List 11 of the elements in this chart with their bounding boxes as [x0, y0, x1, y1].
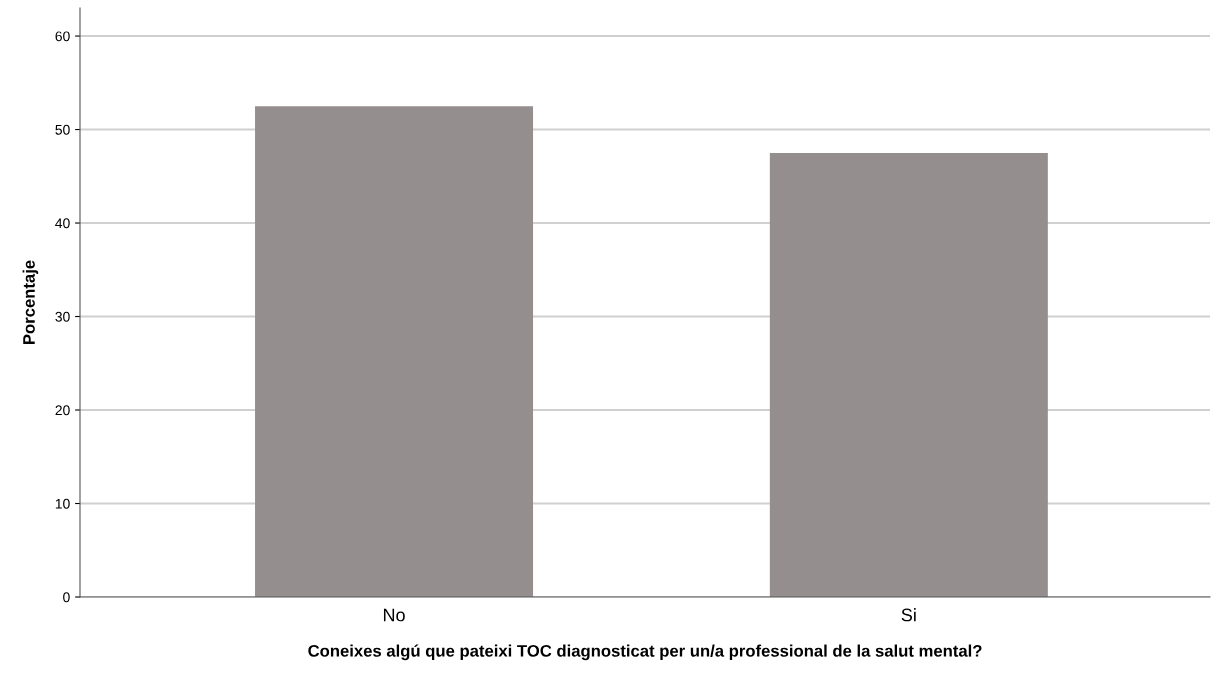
y-tick-label: 30 [55, 311, 70, 322]
y-tick-label: 20 [55, 405, 70, 416]
y-tick-label: 0 [63, 592, 70, 603]
y-tick-label: 10 [55, 498, 70, 509]
y-tick-label: 50 [55, 124, 70, 135]
y-tick-label: 60 [55, 31, 70, 42]
y-tick-label: 40 [55, 218, 70, 229]
x-tick-label: No [383, 608, 405, 622]
x-axis-title: Coneixes algú que pateixi TOC diagnosticat per un/a professional de la salut mental? [308, 644, 982, 661]
y-axis-title: Porcentaje [22, 260, 39, 344]
x-tick-label: Si [901, 608, 916, 622]
